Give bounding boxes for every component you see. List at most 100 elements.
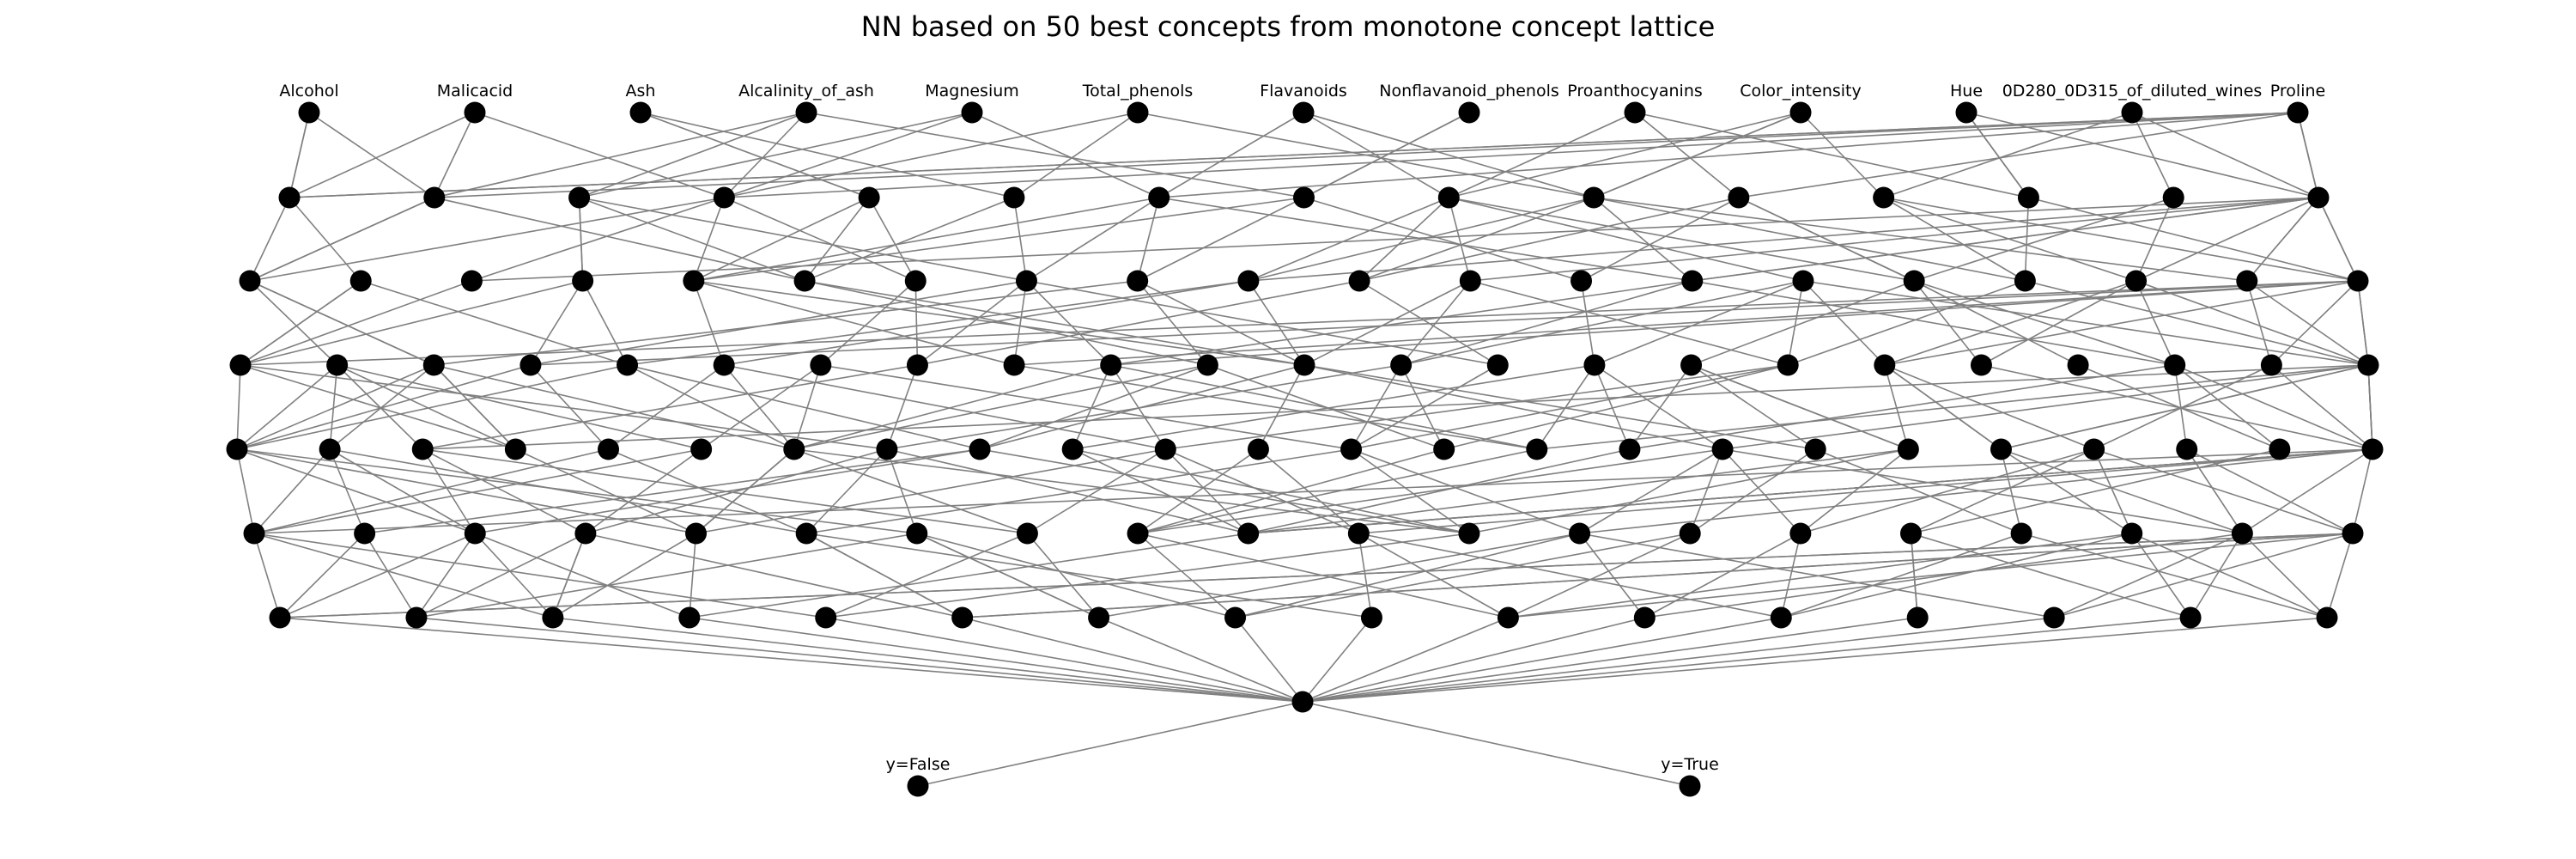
lattice-edge xyxy=(1358,533,1509,618)
hidden-node xyxy=(1990,438,2012,460)
lattice-edge xyxy=(979,364,1208,450)
lattice-edge xyxy=(693,280,1305,366)
hidden-node xyxy=(2121,522,2143,545)
lattice-edge xyxy=(1302,617,1918,703)
hidden-node xyxy=(1458,522,1480,545)
lattice-edge xyxy=(1593,197,2026,282)
lattice-edge xyxy=(474,533,554,618)
lattice-edge xyxy=(627,364,981,450)
lattice-edge xyxy=(1470,197,2319,282)
input-feature-label: Magnesium xyxy=(925,82,1019,101)
lattice-edge xyxy=(689,533,1249,618)
lattice-edge xyxy=(329,364,338,450)
input-node xyxy=(1624,101,1646,124)
lattice-edge xyxy=(1883,197,2359,282)
lattice-edge xyxy=(416,533,917,618)
lattice-edge xyxy=(422,448,586,534)
lattice-edge xyxy=(1026,197,1160,282)
hidden-node xyxy=(1293,354,1315,376)
hidden-node xyxy=(1291,691,1314,713)
lattice-edge xyxy=(1692,280,2175,366)
lattice-edge xyxy=(1400,280,1692,366)
lattice-edge xyxy=(1358,533,1782,618)
lattice-edge xyxy=(530,364,610,450)
hidden-node xyxy=(349,270,372,292)
lattice-edge xyxy=(1013,280,1028,366)
lattice-edge xyxy=(1738,112,2299,198)
hidden-node xyxy=(2014,270,2036,292)
lattice-edge xyxy=(474,112,725,198)
lattice-edge xyxy=(2241,448,2373,534)
lattice-edge xyxy=(1594,364,1631,450)
lattice-edge xyxy=(1579,448,1723,534)
lattice-edge xyxy=(1400,280,1804,366)
hidden-node xyxy=(1777,354,1799,376)
lattice-edge xyxy=(1302,617,2191,703)
lattice-edge xyxy=(917,701,1303,787)
hidden-node xyxy=(713,354,735,376)
hidden-node xyxy=(1340,438,1363,460)
lattice-edge xyxy=(2190,533,2244,618)
lattice-edge xyxy=(579,197,805,282)
hidden-node xyxy=(1571,270,1593,292)
lattice-edge xyxy=(530,280,1027,366)
lattice-edge xyxy=(1302,617,1645,703)
lattice-edge xyxy=(1248,197,1595,282)
hidden-node xyxy=(1154,438,1176,460)
lattice-edge xyxy=(249,280,338,366)
lattice-edge xyxy=(1235,533,1691,618)
lattice-edge xyxy=(1738,197,1915,282)
lattice-edge xyxy=(689,617,1303,703)
lattice-edge xyxy=(979,448,1470,534)
lattice-edge xyxy=(236,364,532,450)
lattice-edge xyxy=(724,112,973,198)
lattice-edge xyxy=(1800,112,1885,198)
lattice-edge xyxy=(608,364,725,450)
lattice-edge xyxy=(1884,280,2136,366)
lattice-edge xyxy=(337,364,516,450)
hidden-node xyxy=(326,354,349,376)
hidden-node xyxy=(2357,354,2379,376)
lattice-edge xyxy=(793,364,822,450)
hidden-node xyxy=(422,354,445,376)
hidden-node xyxy=(1437,186,1460,209)
hidden-node xyxy=(1293,186,1315,209)
lattice-edge xyxy=(793,448,1028,534)
hidden-node xyxy=(906,354,928,376)
hidden-node xyxy=(319,438,341,460)
lattice-edge xyxy=(1913,280,2175,366)
hidden-node xyxy=(1015,270,1037,292)
input-node xyxy=(1127,101,1149,124)
lattice-edge xyxy=(1689,448,1723,534)
lattice-edge xyxy=(1449,197,1804,282)
lattice-edge xyxy=(2136,280,2369,366)
lattice-edge xyxy=(552,533,696,618)
lattice-edge xyxy=(1722,448,1801,534)
hidden-node xyxy=(423,186,446,209)
hidden-node xyxy=(1583,354,1606,376)
lattice-edge xyxy=(1508,533,2132,618)
hidden-node xyxy=(904,270,927,292)
input-node xyxy=(961,101,983,124)
hidden-node xyxy=(617,354,639,376)
lattice-edge xyxy=(724,112,1139,198)
lattice-edge xyxy=(2131,112,2174,198)
lattice-edge xyxy=(1468,448,1909,534)
lattice-edge xyxy=(1110,280,1692,366)
lattice-edge xyxy=(1911,448,2281,534)
hidden-node xyxy=(1569,522,1591,545)
lattice-edge xyxy=(1691,364,1816,450)
lattice-edge xyxy=(433,364,516,450)
hidden-node xyxy=(1897,438,1919,460)
hidden-node xyxy=(1583,186,1605,209)
lattice-edge xyxy=(240,364,516,450)
lattice-edge xyxy=(1158,197,1692,282)
hidden-node xyxy=(542,606,564,629)
lattice-edge xyxy=(253,448,331,534)
input-feature-label: Color_intensity xyxy=(1740,82,1861,101)
input-feature-label: Total_phenols xyxy=(1082,82,1194,101)
lattice-edge xyxy=(1883,112,2133,198)
hidden-node xyxy=(858,186,880,209)
lattice-edge xyxy=(916,280,1027,366)
